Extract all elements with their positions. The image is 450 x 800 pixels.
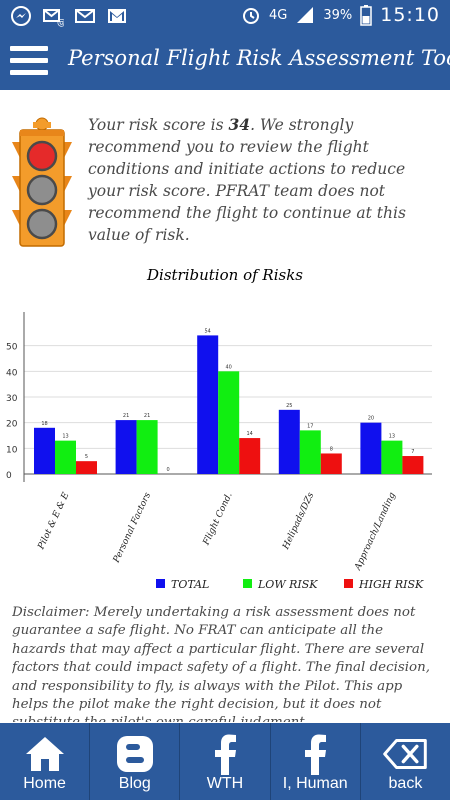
facebook-icon (203, 733, 247, 775)
data-label: 8 (330, 446, 333, 452)
data-label: 17 (307, 423, 313, 429)
traffic-light-icon (12, 117, 72, 247)
y-tick-label: 10 (6, 445, 18, 455)
data-label: 0 (167, 467, 170, 473)
data-label: 14 (247, 431, 253, 437)
bar (197, 335, 219, 474)
bar (55, 440, 76, 474)
bar (360, 422, 382, 474)
data-label: 13 (389, 434, 395, 440)
network-type: 4G (268, 7, 288, 23)
bar (320, 453, 342, 474)
nav-i-human[interactable]: I, Human (271, 723, 361, 800)
nav-home[interactable]: Home (0, 723, 91, 800)
legend-label: HIGH RISK (358, 578, 424, 591)
bottom-nav: Home Blog WTH I, Human back (0, 723, 450, 800)
battery-icon (360, 5, 372, 26)
y-tick-label: 30 (6, 394, 18, 404)
clock: 15:10 (380, 4, 440, 26)
legend-label: LOW RISK (257, 578, 318, 591)
data-label: 7 (411, 449, 414, 455)
bar (76, 461, 97, 474)
nav-back[interactable]: back (361, 723, 450, 800)
x-tick-label: Helipads/DZs (281, 491, 317, 552)
bar (381, 440, 403, 474)
risk-score: 34 (228, 115, 251, 134)
app-title: Personal Flight Risk Assessment Tool (68, 46, 450, 70)
data-label: 21 (144, 413, 150, 419)
nav-wth-label: WTH (206, 775, 244, 792)
svg-text:@: @ (57, 18, 64, 27)
backspace-icon (383, 733, 428, 775)
alarm-icon (242, 8, 259, 24)
gmail-icon (108, 9, 126, 23)
legend-swatch (344, 579, 353, 588)
signal-icon (297, 7, 314, 23)
y-tick-label: 0 (6, 471, 12, 481)
messenger-icon (11, 6, 31, 26)
risk-recommendation: . We strongly recommend you to review th… (88, 116, 406, 244)
data-label: 40 (226, 364, 232, 370)
risk-section: Your risk score is 34. We strongly recom… (0, 110, 450, 250)
x-tick-label: Approach/Landing (353, 491, 398, 573)
x-tick-label: Personal Factors (111, 491, 153, 566)
status-bar: @ 4G 39% 15:10 (0, 0, 450, 33)
bar (34, 427, 55, 474)
blogger-icon (113, 733, 157, 775)
data-label: 54 (205, 328, 211, 334)
bar (136, 420, 158, 474)
email-icon: @ (43, 9, 64, 27)
x-tick-label: Pilot & E & E (36, 491, 72, 552)
disclaimer-text: Disclaimer: Merely undertaking a risk as… (12, 605, 430, 722)
home-icon (23, 733, 67, 775)
bar (218, 371, 240, 474)
legend-label: TOTAL (171, 578, 209, 591)
app-header: Personal Flight Risk Assessment Tool (0, 33, 450, 90)
nav-i-human-label: I, Human (282, 775, 348, 792)
data-label: 13 (62, 434, 68, 440)
risk-distribution-chart: 0 10 20 30 40 50 18 13 5 Pilot & E & E 21 21 0 Person… (0, 262, 450, 602)
bar (299, 430, 321, 474)
data-label: 21 (123, 413, 129, 419)
hamburger-menu-icon[interactable] (10, 46, 48, 78)
nav-blog[interactable]: Blog (90, 723, 181, 800)
y-tick-label: 50 (6, 343, 18, 353)
y-tick-label: 20 (6, 420, 18, 430)
chart-title: Distribution of Risks (147, 266, 303, 284)
data-label: 5 (85, 454, 88, 460)
risk-message: Your risk score is 34. We strongly recom… (88, 114, 440, 246)
nav-wth[interactable]: WTH (180, 723, 271, 800)
data-label: 25 (286, 403, 292, 409)
legend-swatch (243, 579, 252, 588)
nav-back-label: back (388, 775, 423, 792)
nav-home-label: Home (23, 775, 66, 792)
bar (402, 456, 424, 474)
legend-swatch (156, 579, 165, 588)
facebook-icon (293, 733, 337, 775)
y-tick-label: 40 (6, 368, 18, 378)
x-tick-label: Flight Cond. (201, 491, 235, 548)
mail-icon (75, 9, 95, 23)
data-label: 20 (368, 416, 374, 422)
risk-prefix: Your risk score is (88, 116, 229, 134)
bar (239, 438, 261, 474)
chart-canvas: 0 10 20 30 40 50 18 13 5 Pilot & E & E 21 21 0 Person… (6, 312, 432, 591)
bar (115, 420, 137, 474)
bar (278, 409, 300, 474)
battery-percent: 39% (323, 7, 353, 23)
nav-blog-label: Blog (118, 775, 151, 792)
data-label: 18 (41, 421, 47, 427)
